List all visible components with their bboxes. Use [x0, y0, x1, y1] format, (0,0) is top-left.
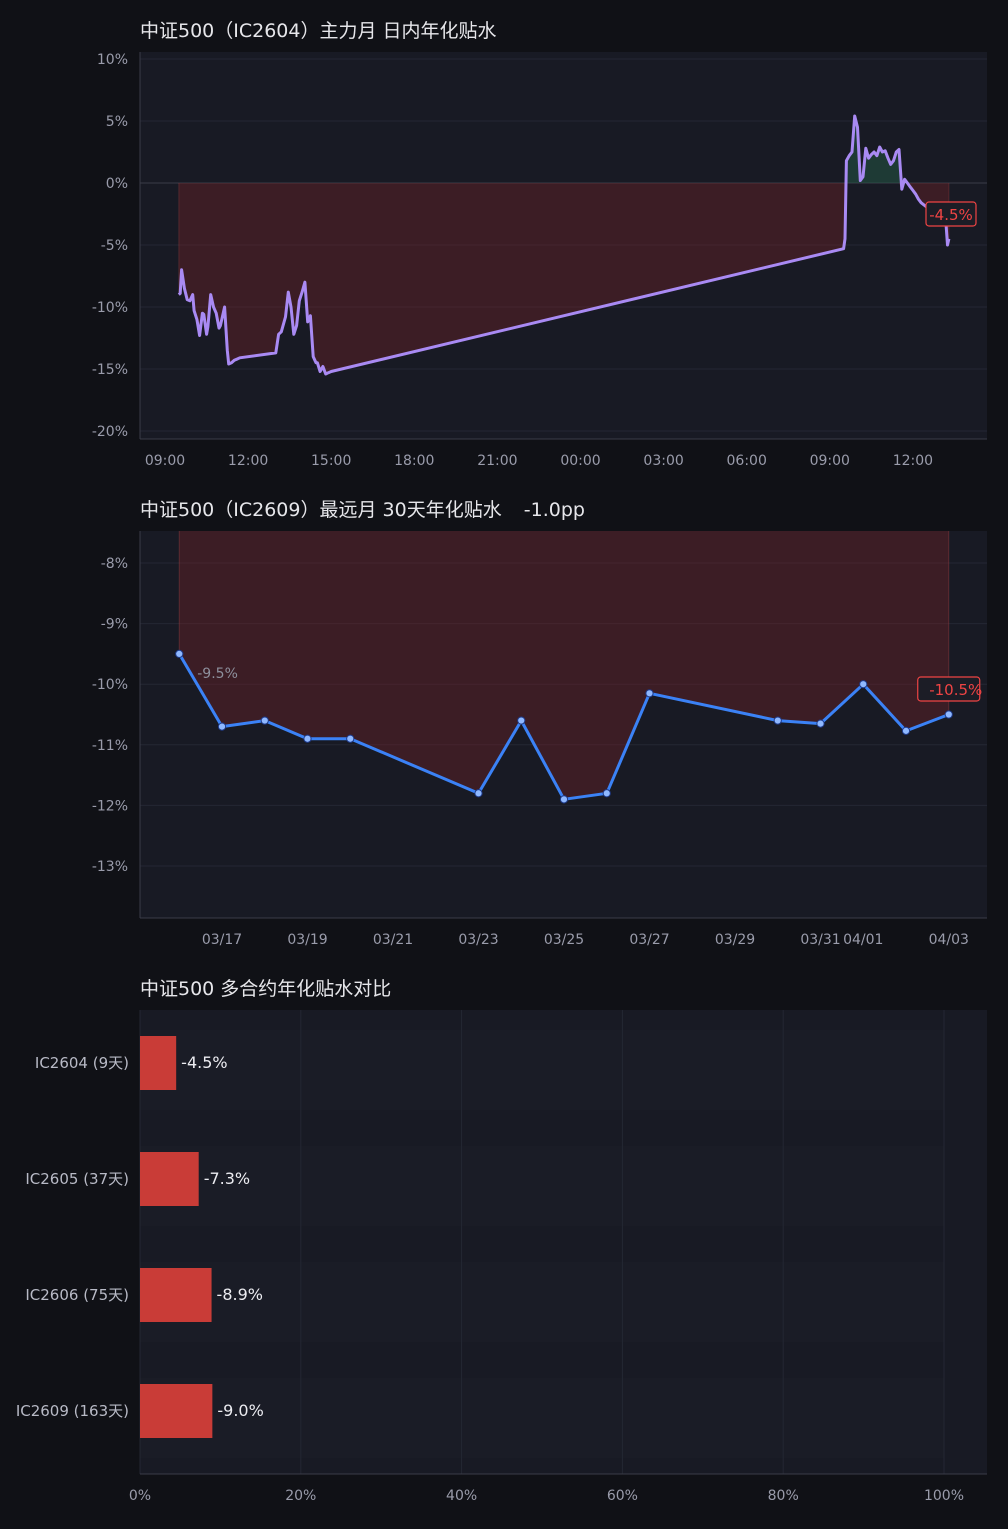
x-tick-label: 18:00 — [394, 453, 434, 469]
monthly-chart-title-text: 中证500（IC2609）最远月 30天年化贴水 — [140, 499, 502, 521]
x-tick-label: 09:00 — [145, 453, 185, 469]
bar — [140, 1036, 177, 1090]
intraday-chart: 10% 5% 0% -5% -10% -15% -20% 09:00 12:00 15:00 18:… — [92, 52, 987, 469]
bar — [140, 1384, 213, 1438]
x-tick-label: 03/19 — [287, 932, 327, 948]
x-tick-label: 0% — [129, 1488, 151, 1504]
x-tick-label: 80% — [768, 1488, 799, 1504]
x-tick-label: 00:00 — [560, 453, 600, 469]
area-fill — [179, 531, 949, 800]
last-value-label: -10.5% — [929, 681, 982, 699]
negative-area — [178, 183, 949, 374]
bar-value-label: -8.9% — [217, 1285, 263, 1304]
intraday-series-line — [177, 114, 951, 376]
y-tick-label: 5% — [106, 114, 128, 130]
plot-area — [140, 531, 987, 918]
bar — [140, 1152, 199, 1206]
x-tick-label: 03/17 — [202, 932, 242, 948]
y-tick-label: 0% — [106, 176, 128, 192]
y-tick-label: -12% — [92, 798, 128, 814]
data-point — [346, 734, 355, 743]
x-tick-label: 03/21 — [373, 932, 413, 948]
y-tick-label: -10% — [92, 677, 128, 693]
x-tick-label: 04/01 — [843, 932, 883, 948]
x-tick-label: 60% — [607, 1488, 638, 1504]
y-tick-label: -13% — [92, 859, 128, 875]
data-point — [645, 689, 654, 698]
bar-value-label: -9.0% — [217, 1401, 263, 1420]
data-point — [303, 734, 312, 743]
plot-area — [140, 1010, 987, 1474]
y-tick-label: -9% — [101, 617, 128, 633]
first-value-label: -9.5% — [197, 666, 238, 682]
category-label: IC2604 (9天) — [35, 1054, 129, 1072]
data-point — [559, 795, 569, 804]
y-tick-label: -11% — [92, 738, 128, 754]
x-tick-label: 03:00 — [643, 453, 683, 469]
data-point — [474, 789, 483, 798]
monthly-chart: -8% -9% -10% -11% -12% -13% 03/17 03/19 03/21 03/… — [92, 531, 987, 948]
x-tick-label: 04/03 — [929, 932, 969, 948]
x-tick-label: 12:00 — [893, 453, 933, 469]
last-value-badge — [917, 676, 981, 702]
data-point — [816, 719, 825, 728]
category-label: IC2606 (75天) — [25, 1286, 129, 1304]
y-tick-label: -10% — [92, 300, 128, 316]
x-tick-label: 21:00 — [477, 453, 517, 469]
row-band — [140, 1030, 944, 1110]
x-tick-label: 40% — [446, 1488, 477, 1504]
x-tick-label: 03/31 — [800, 932, 840, 948]
data-point — [773, 716, 782, 725]
data-point — [944, 710, 953, 719]
data-point — [217, 722, 227, 731]
bar-chart-title: 中证500 多合约年化贴水对比 — [140, 978, 391, 1000]
x-tick-label: 06:00 — [727, 453, 767, 469]
y-tick-label: -5% — [101, 238, 128, 254]
x-tick-label: 09:00 — [810, 453, 850, 469]
y-tick-label: -8% — [101, 556, 128, 572]
row-band — [140, 1146, 944, 1226]
x-tick-label: 15:00 — [311, 453, 351, 469]
data-point — [260, 716, 269, 725]
data-point — [859, 680, 868, 689]
x-tick-label: 03/23 — [458, 932, 498, 948]
bar-value-label: -7.3% — [204, 1169, 250, 1188]
x-tick-label: 12:00 — [228, 453, 268, 469]
last-value-label: -4.5% — [929, 206, 973, 224]
x-tick-label: 03/29 — [715, 932, 755, 948]
data-point — [602, 789, 611, 798]
bar — [140, 1268, 212, 1322]
y-tick-label: -15% — [92, 362, 128, 378]
data-point — [175, 649, 184, 659]
category-label: IC2609 (163天) — [16, 1402, 129, 1420]
x-tick-label: 03/25 — [544, 932, 584, 948]
category-label: IC2605 (37天) — [25, 1170, 129, 1188]
x-tick-label: 03/27 — [629, 932, 669, 948]
x-tick-label: 20% — [285, 1488, 316, 1504]
monthly-chart-title: 中证500（IC2609）最远月 30天年化贴水 -1.0pp — [140, 499, 585, 521]
contracts-bar-chart: 0% 20% 40% 60% 80% 100% IC2604 (9天) -4.5% IC2605… — [16, 1010, 987, 1504]
positive-area — [178, 116, 949, 183]
data-point — [901, 726, 911, 735]
last-value-badge — [925, 201, 977, 227]
monthly-chart-change: -1.0pp — [524, 499, 585, 521]
y-tick-label: -20% — [92, 424, 128, 440]
x-tick-label: 100% — [924, 1488, 964, 1504]
y-tick-label: 10% — [97, 52, 128, 68]
bar-value-label: -4.5% — [181, 1053, 227, 1072]
intraday-chart-title: 中证500（IC2604）主力月 日内年化贴水 — [140, 20, 497, 42]
data-point — [517, 716, 526, 725]
